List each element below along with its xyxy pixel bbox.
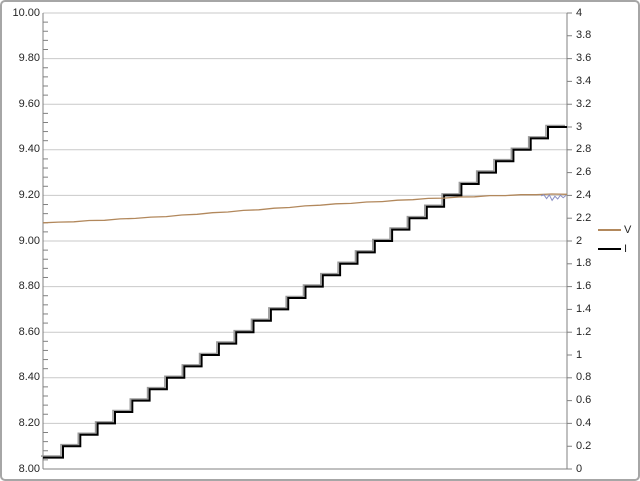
right-axis-label: 0.6 [576,394,592,407]
left-axis-label: 9.40 [18,143,40,156]
left-axis-label: 8.80 [18,280,40,293]
left-axis-label: 9.20 [18,188,40,201]
right-axis-label: 3.4 [576,74,592,87]
right-axis-label: 0.8 [576,371,592,384]
right-axis-label: 3.6 [576,52,592,65]
right-axis-label: 3.8 [576,29,592,42]
legend-item-v[interactable]: V [598,224,631,236]
left-axis-label: 8.00 [18,462,40,475]
right-axis-label: 2 [576,234,583,247]
right-axis-label: 1.8 [576,257,592,270]
legend-label-i: I [624,243,628,255]
left-axis-label: 8.20 [18,416,40,429]
i-series-line [43,126,567,459]
left-axis-label: 8.60 [18,325,40,338]
left-axis-label: 9.80 [18,52,40,65]
right-axis-label: 4 [576,6,583,19]
right-axis-label: 0.2 [576,439,592,452]
right-axis-label: 0 [576,462,583,475]
i-series-line-swatch [598,248,621,250]
right-axis-label: 2.2 [576,211,592,224]
right-axis-label: 2.6 [576,166,592,179]
right-axis-label: 3 [576,120,583,133]
right-axis-label: 2.4 [576,188,592,201]
v-series-line-swatch [598,229,621,231]
v-series-line [42,193,568,224]
right-axis-label: 0.4 [576,416,592,429]
right-axis-label: 1.2 [576,325,592,338]
left-axis-label: 9.00 [18,234,40,247]
v-series-end-noise [540,193,567,202]
left-axis-label: 8.40 [18,371,40,384]
i-series-shadow-line [41,124,565,457]
right-axis-label: 1 [576,348,583,361]
left-axis-label: 9.60 [18,97,40,110]
left-axis-label: 10.00 [12,6,40,19]
right-axis-label: 1.4 [576,302,592,315]
legend-item-i[interactable]: I [598,243,631,255]
right-axis-label: 3.2 [576,97,592,110]
right-axis-label: 2.8 [576,143,592,156]
legend: V I [598,224,631,255]
legend-label-v: V [624,224,632,236]
right-axis-label: 1.6 [576,280,592,293]
